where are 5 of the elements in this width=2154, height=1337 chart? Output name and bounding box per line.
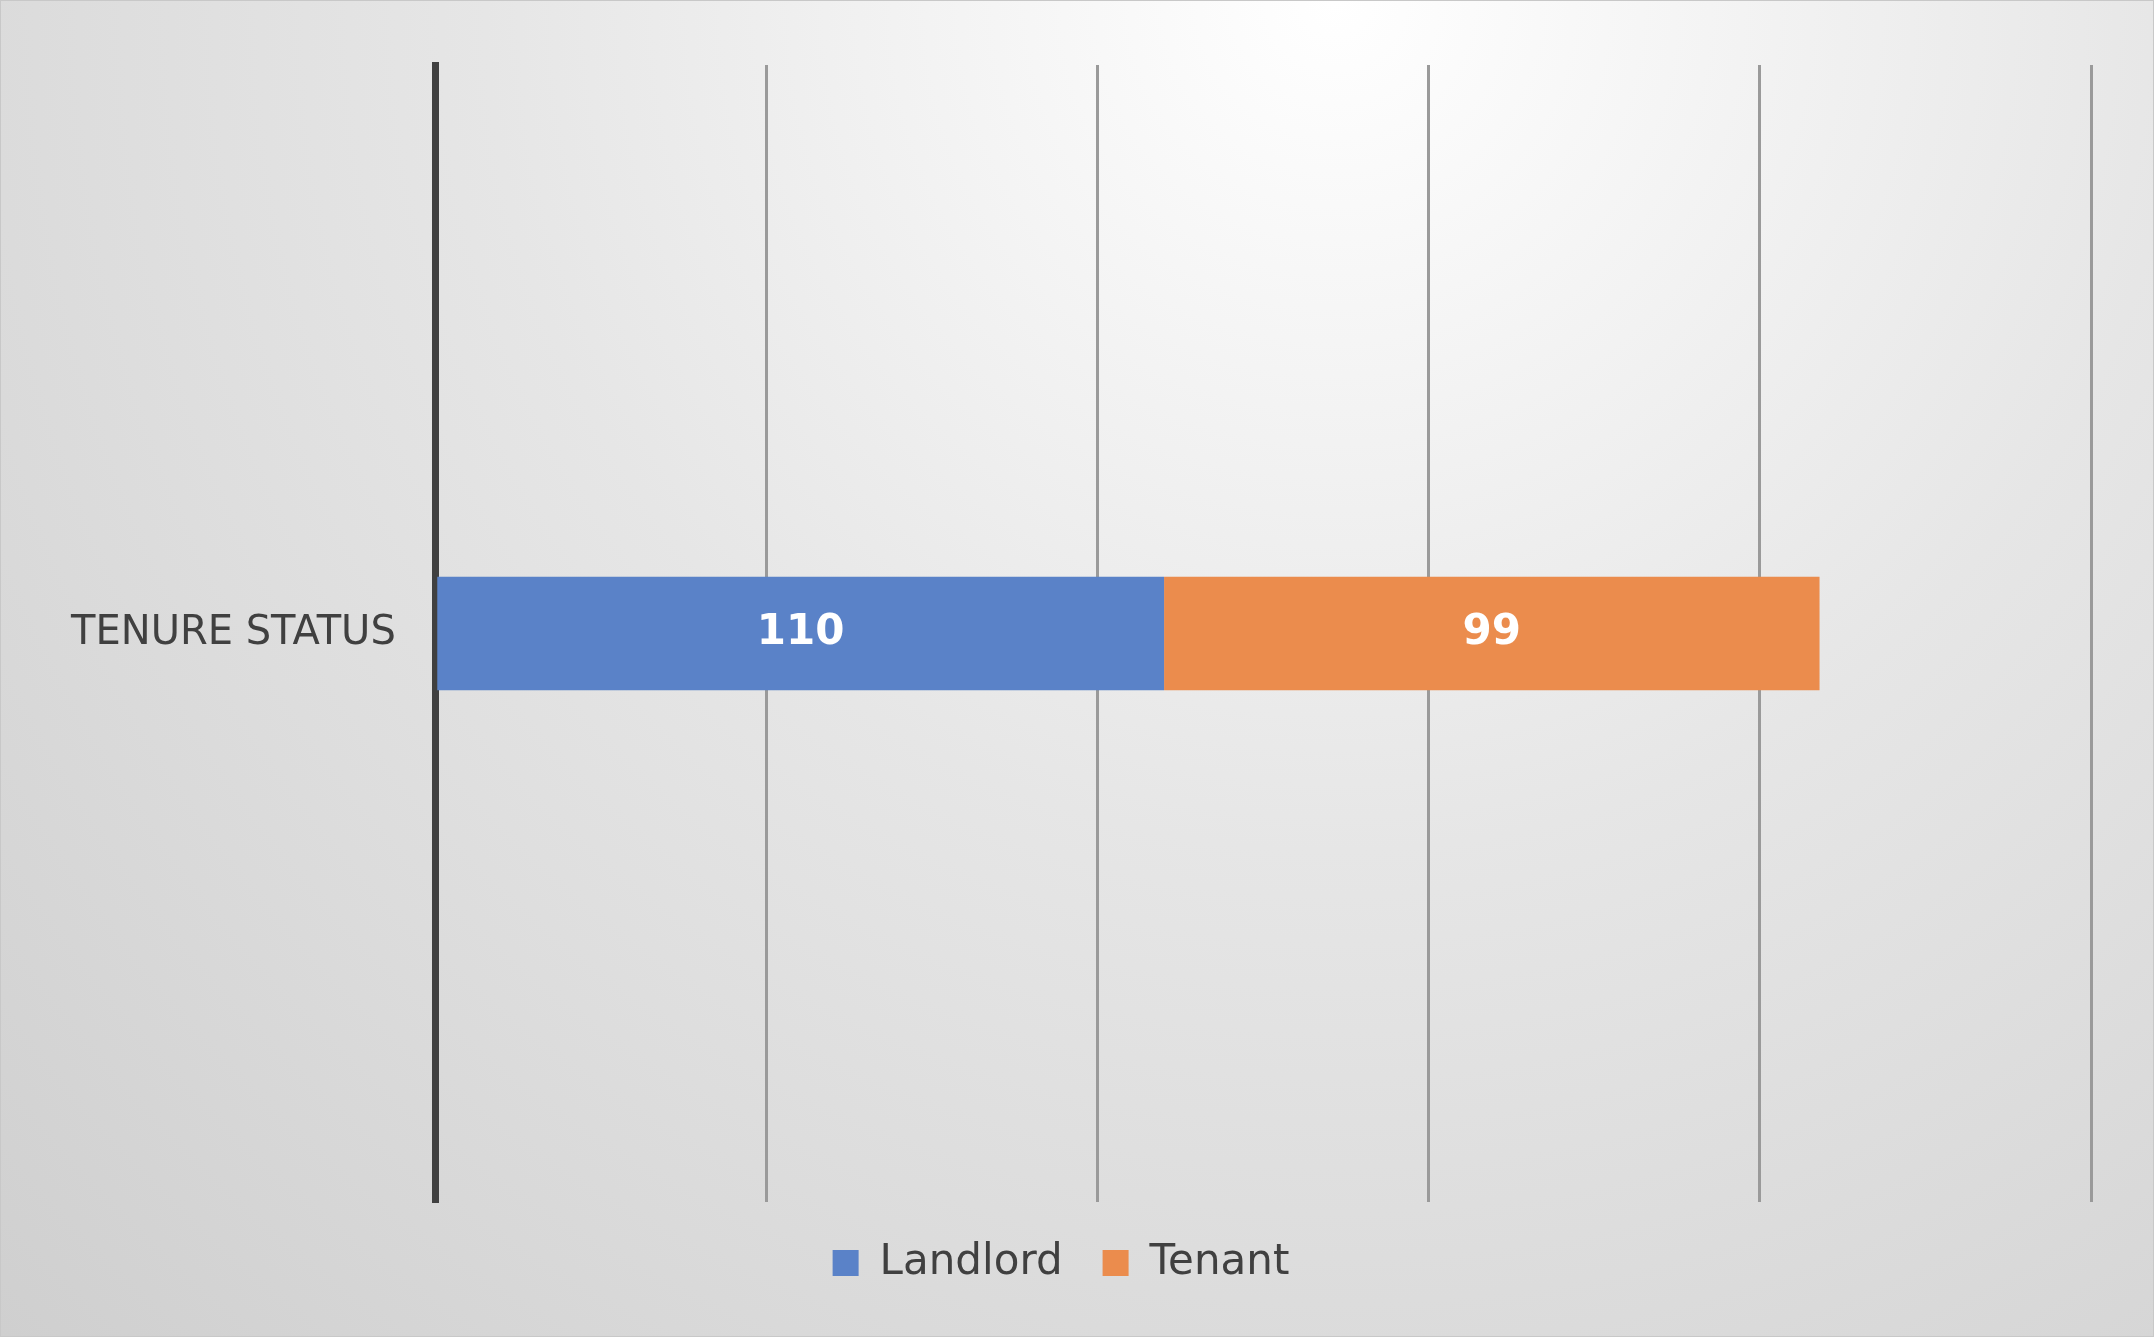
data-label: 99 (1462, 605, 1522, 655)
data-label: 110 (756, 605, 845, 655)
legend-label: Landlord (879, 1234, 1063, 1284)
y-tick-label: TENURE STATUS (70, 606, 396, 653)
legend-label: Tenant (1148, 1234, 1290, 1284)
